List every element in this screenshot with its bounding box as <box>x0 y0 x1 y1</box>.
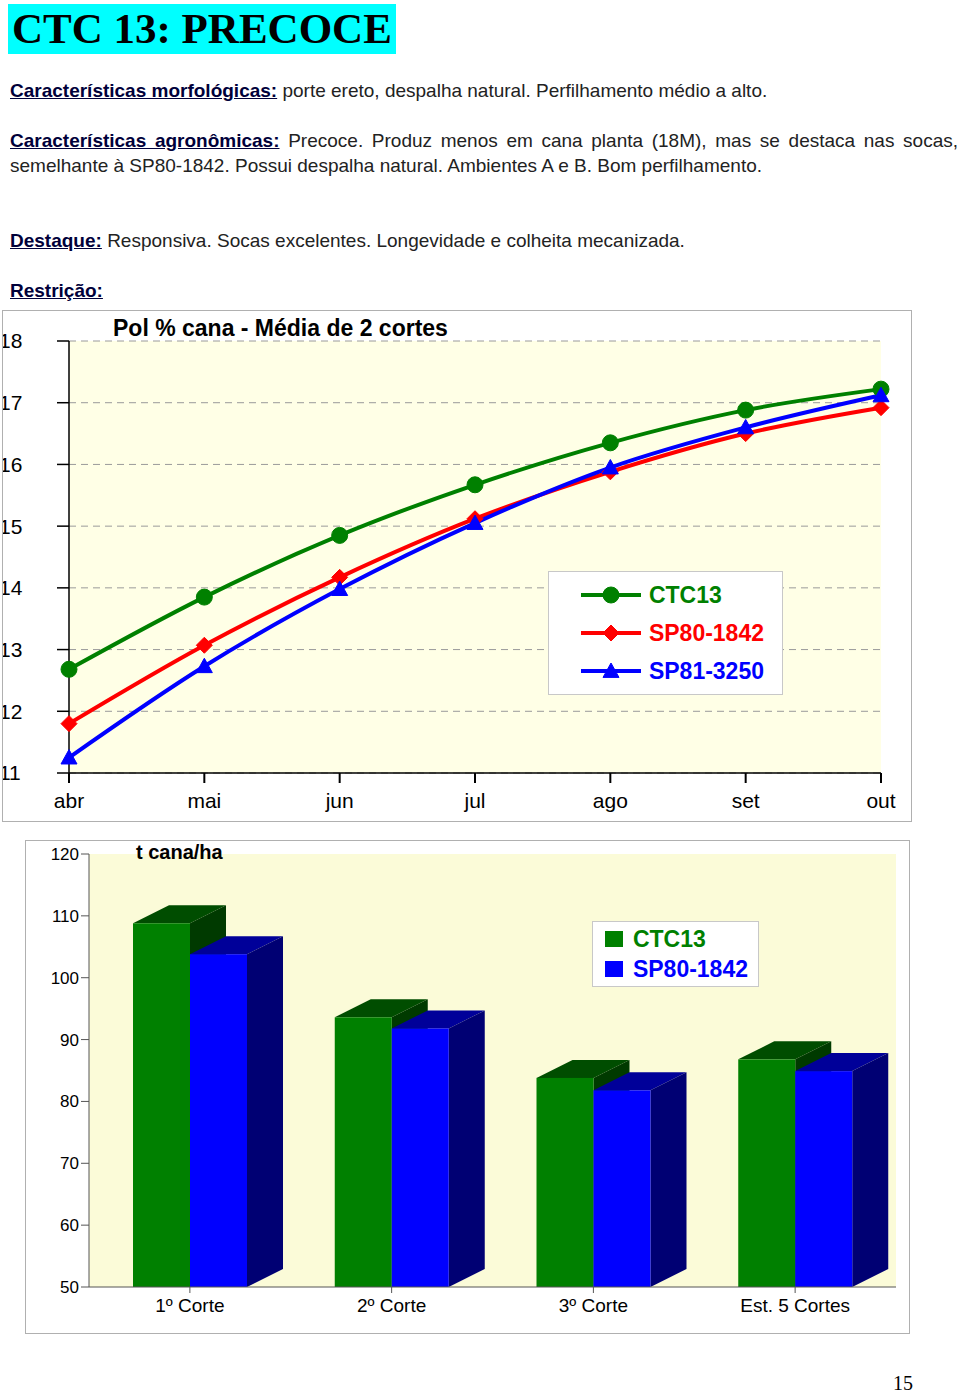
svg-text:17: 17 <box>8 391 22 414</box>
html-text:CTC13: CTC13 <box>648 581 722 608</box>
svg-text:jul: jul <box>463 789 485 812</box>
html-text:CTC13: CTC13 <box>632 925 706 952</box>
svg-text:100: 100 <box>51 969 79 988</box>
svg-text:15: 15 <box>8 515 22 538</box>
svg-text:out: out <box>866 789 895 812</box>
html-text:15: 15 <box>893 1372 913 1394</box>
svg-text:2º Corte: 2º Corte <box>357 1295 426 1316</box>
html-text:CTC 13: PRECOCE: CTC 13: PRECOCE <box>12 5 392 52</box>
svg-text:set: set <box>732 789 760 812</box>
svg-text:Est. 5 Cortes: Est. 5 Cortes <box>740 1295 850 1316</box>
svg-text:60: 60 <box>60 1216 79 1235</box>
svg-text:18: 18 <box>8 329 22 352</box>
svg-text:12: 12 <box>8 700 22 723</box>
html-text:t cana/ha: t cana/ha <box>136 841 223 863</box>
svg-text:11: 11 <box>8 761 21 784</box>
svg-text:50: 50 <box>60 1278 79 1297</box>
svg-text:3º Corte: 3º Corte <box>559 1295 628 1316</box>
svg-text:120: 120 <box>51 845 79 864</box>
svg-text:mai: mai <box>187 789 221 812</box>
html-text:Destaque: Responsiva. Socas ex: Destaque: Responsiva. Socas excelentes. … <box>10 230 685 251</box>
svg-text:14: 14 <box>8 576 23 599</box>
html-text:SP81-3250: SP81-3250 <box>648 657 764 684</box>
svg-text:90: 90 <box>60 1031 79 1050</box>
svg-text:70: 70 <box>60 1154 79 1173</box>
svg-text:16: 16 <box>8 453 22 476</box>
svg-text:80: 80 <box>60 1092 79 1111</box>
html-text:SP80-1842: SP80-1842 <box>648 619 764 646</box>
html-text:Características morfológicas:: Características morfológicas: porte eret… <box>10 80 768 101</box>
html-text:Restrição:: Restrição: <box>10 280 103 301</box>
svg-text:1º Corte: 1º Corte <box>155 1295 224 1316</box>
svg-text:110: 110 <box>52 907 79 926</box>
html-text:Características agronômicas: P: Características agronômicas: Precoce. Pr… <box>10 130 958 176</box>
svg-text:jun: jun <box>325 789 354 812</box>
html-text:Pol % cana - Média de 2 cortes: Pol % cana - Média de 2 cortes <box>113 315 448 341</box>
html-text:SP80-1842: SP80-1842 <box>632 955 748 982</box>
svg-text:abr: abr <box>54 789 84 812</box>
svg-text:13: 13 <box>8 638 22 661</box>
svg-text:ago: ago <box>593 789 628 812</box>
